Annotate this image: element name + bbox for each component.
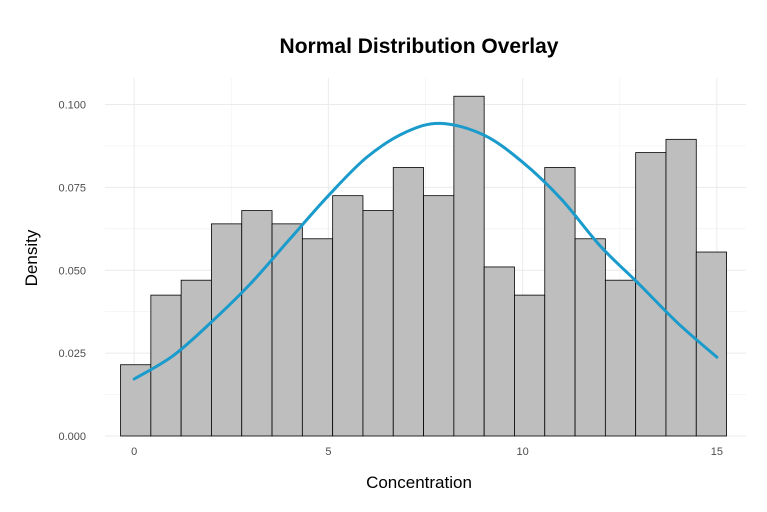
x-tick-label: 10 xyxy=(516,446,528,458)
chart-title: Normal Distribution Overlay xyxy=(280,35,559,58)
histogram-bar xyxy=(362,210,394,437)
histogram-bar xyxy=(301,238,334,437)
histogram-bar xyxy=(665,138,697,437)
y-tick-label: 0.000 xyxy=(58,431,86,443)
histogram-bar xyxy=(453,95,485,437)
histogram-bar xyxy=(120,364,152,437)
histogram-bar xyxy=(392,167,424,437)
histogram-bar xyxy=(180,279,212,437)
histogram-bar xyxy=(514,294,546,437)
x-tick-label: 5 xyxy=(325,446,331,458)
histogram-bar xyxy=(211,223,243,437)
x-tick-label: 15 xyxy=(711,446,723,458)
histogram-bar xyxy=(271,223,303,437)
histogram-bar xyxy=(332,195,364,437)
y-tick-label: 0.075 xyxy=(58,182,86,194)
x-axis-ticks: 0 5 10 15 xyxy=(131,446,723,458)
histogram-bars xyxy=(120,95,727,437)
histogram-bar xyxy=(574,238,606,437)
y-tick-label: 0.050 xyxy=(58,265,86,277)
y-tick-label: 0.025 xyxy=(58,348,86,360)
y-axis-ticks: 0.000 0.025 0.050 0.075 0.100 xyxy=(58,100,86,443)
histogram-bar xyxy=(423,195,455,437)
histogram-bar xyxy=(544,167,576,437)
y-axis-label: Density xyxy=(22,229,41,286)
histogram-bar xyxy=(604,279,637,437)
x-axis-label: Concentration xyxy=(366,473,472,492)
histogram-bar xyxy=(241,210,273,437)
histogram-bar xyxy=(483,266,515,437)
x-tick-label: 0 xyxy=(131,446,137,458)
y-tick-label: 0.100 xyxy=(58,100,86,112)
normal-density-curve xyxy=(132,121,719,381)
